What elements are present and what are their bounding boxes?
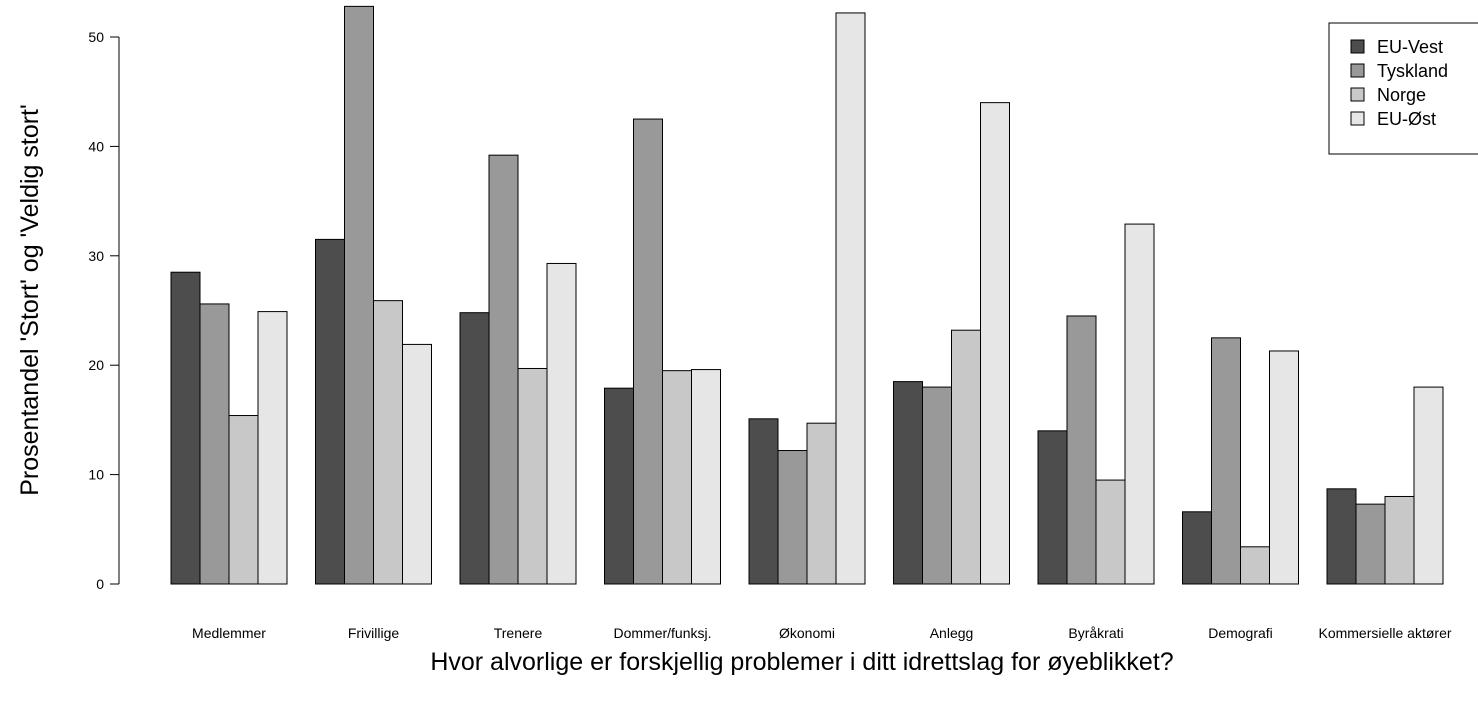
category-label: Demografi <box>1208 625 1273 641</box>
bar-4-2 <box>402 343 432 585</box>
y-tick-label: 30 <box>88 248 104 264</box>
legend-swatch <box>1350 63 1365 78</box>
x-axis-labels: Medlemmer Frivillige Trenere Dommer/funksj.… <box>192 625 1452 641</box>
bar-4-4 <box>691 369 721 585</box>
bar-2-8 <box>1211 337 1241 585</box>
category-label: Frivillige <box>348 625 400 641</box>
bar-4-1 <box>257 311 288 585</box>
y-tick-label: 0 <box>96 576 104 592</box>
bar-1-3 <box>459 312 490 585</box>
y-tick-label: 20 <box>88 357 104 373</box>
category-label: Anlegg <box>930 625 974 641</box>
bar-1-9 <box>1326 488 1357 585</box>
bar-3-2 <box>373 300 403 585</box>
bar-3-5 <box>806 422 837 585</box>
category-label: Dommer/funksj. <box>613 625 711 641</box>
bar-1-2 <box>315 238 345 585</box>
bar-1-5 <box>748 418 779 585</box>
bar-1-4 <box>604 387 634 585</box>
bar-4-8 <box>1269 350 1299 585</box>
bar-2-5 <box>777 450 808 585</box>
bar-2-2 <box>344 5 374 585</box>
bar-2-1 <box>199 303 230 585</box>
legend-swatch <box>1350 39 1365 54</box>
legend-swatch <box>1350 111 1365 126</box>
y-tick-label: 10 <box>88 467 104 483</box>
bar-3-8 <box>1240 546 1270 585</box>
y-axis-title: Prosentandel 'Stort' og 'Veldig stort' <box>16 104 44 496</box>
bar-4-7 <box>1124 223 1155 585</box>
legend: EU-Vest Tyskland Norge EU-Øst <box>1328 22 1478 155</box>
legend-label: EU-Øst <box>1377 109 1436 129</box>
bar-1-7 <box>1037 430 1068 585</box>
y-tick-label: 40 <box>88 138 104 154</box>
category-label: Kommersielle aktører <box>1318 625 1451 641</box>
category-label: Trenere <box>494 625 543 641</box>
legend-label: Tyskland <box>1377 61 1448 81</box>
bar-2-4 <box>633 118 663 585</box>
bar-1-1 <box>170 271 201 585</box>
bar-1-8 <box>1182 511 1212 585</box>
bar-3-7 <box>1095 479 1126 585</box>
category-label: Medlemmer <box>192 625 266 641</box>
y-tick-label: 50 <box>88 29 104 45</box>
category-label: Byråkrati <box>1068 625 1123 641</box>
bar-4-6 <box>980 102 1010 585</box>
bar-3-9 <box>1384 495 1415 585</box>
bar-3-1 <box>228 415 259 585</box>
legend-label: Norge <box>1377 85 1426 105</box>
bar-4-9 <box>1413 386 1444 585</box>
category-label: Økonomi <box>779 625 835 641</box>
x-axis-title: Hvor alvorlige er forskjellig problemer … <box>430 648 1173 676</box>
bar-3-3 <box>517 367 548 585</box>
bar-2-9 <box>1355 503 1386 585</box>
y-axis: 0 10 20 30 40 50 <box>88 29 120 592</box>
bar-2-7 <box>1066 315 1097 585</box>
bar-3-4 <box>662 370 692 585</box>
bar-4-5 <box>835 12 866 585</box>
bar-3-6 <box>951 329 981 585</box>
bar-2-6 <box>922 386 952 585</box>
bars-layer <box>170 5 1444 585</box>
bar-2-3 <box>488 154 519 585</box>
bar-1-6 <box>893 381 923 585</box>
legend-label: EU-Vest <box>1377 37 1443 57</box>
legend-swatch <box>1350 87 1365 102</box>
bar-4-3 <box>546 262 577 585</box>
